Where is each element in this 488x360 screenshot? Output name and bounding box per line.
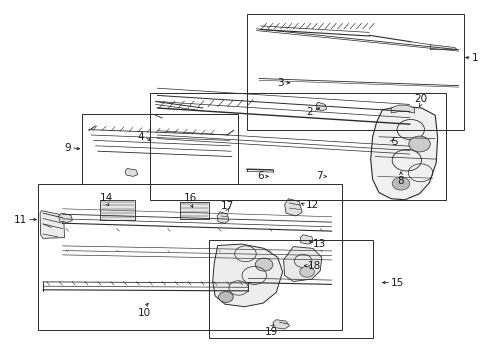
Text: 18: 18 xyxy=(307,261,321,271)
Circle shape xyxy=(391,177,409,190)
Polygon shape xyxy=(390,105,414,113)
Circle shape xyxy=(299,266,314,277)
Text: 20: 20 xyxy=(413,94,426,104)
Polygon shape xyxy=(406,124,415,130)
Text: 5: 5 xyxy=(390,137,397,147)
Text: 13: 13 xyxy=(312,239,325,249)
Bar xyxy=(180,202,209,219)
Text: 11: 11 xyxy=(14,215,27,225)
Bar xyxy=(100,200,135,220)
Circle shape xyxy=(408,136,429,152)
Text: 14: 14 xyxy=(100,193,113,203)
Text: 19: 19 xyxy=(264,327,278,337)
Bar xyxy=(38,184,342,330)
Text: 4: 4 xyxy=(137,132,144,142)
Bar xyxy=(246,14,463,130)
Text: 16: 16 xyxy=(183,193,197,203)
Text: 9: 9 xyxy=(64,143,71,153)
Polygon shape xyxy=(40,211,64,238)
Polygon shape xyxy=(59,213,72,222)
Bar xyxy=(82,114,237,184)
Polygon shape xyxy=(272,320,289,329)
Text: 15: 15 xyxy=(390,278,404,288)
Polygon shape xyxy=(125,168,138,176)
Text: 10: 10 xyxy=(138,308,150,318)
Bar xyxy=(149,93,445,200)
Text: 3: 3 xyxy=(276,78,283,88)
Text: 17: 17 xyxy=(220,201,234,211)
Bar xyxy=(209,240,372,338)
Text: 12: 12 xyxy=(305,200,318,210)
Text: 1: 1 xyxy=(471,53,478,63)
Polygon shape xyxy=(212,244,282,307)
Text: 2: 2 xyxy=(305,107,312,117)
Polygon shape xyxy=(429,45,456,50)
Polygon shape xyxy=(300,235,312,244)
Polygon shape xyxy=(283,247,321,282)
Circle shape xyxy=(218,292,233,302)
Polygon shape xyxy=(217,212,228,223)
Polygon shape xyxy=(370,106,437,200)
Polygon shape xyxy=(395,114,406,122)
Polygon shape xyxy=(284,199,302,216)
Circle shape xyxy=(255,258,272,271)
Text: 6: 6 xyxy=(257,171,264,181)
Text: 7: 7 xyxy=(315,171,322,181)
Text: 8: 8 xyxy=(397,176,404,186)
Polygon shape xyxy=(316,102,326,111)
